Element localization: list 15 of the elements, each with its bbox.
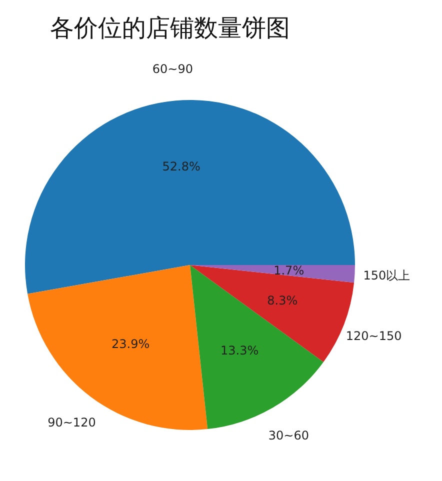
pie-slice — [28, 265, 208, 430]
slice-label: 30~60 — [268, 428, 309, 443]
data-label: 8.3% — [267, 294, 298, 308]
data-label: 1.7% — [274, 263, 304, 278]
pie-slice — [25, 100, 355, 294]
slice-label: 150以上 — [363, 268, 410, 283]
data-label: 52.8% — [162, 159, 200, 174]
slice-label: 90~120 — [48, 416, 96, 430]
data-label: 23.9% — [111, 337, 150, 352]
slice-label: 60~90 — [152, 62, 193, 76]
pie-slice — [190, 265, 324, 430]
pie-slice — [190, 265, 355, 283]
chart-title: 各价位的店铺数量饼图 — [50, 14, 290, 42]
data-label: 13.3% — [220, 344, 259, 358]
slice-label: 120~150 — [346, 328, 402, 343]
